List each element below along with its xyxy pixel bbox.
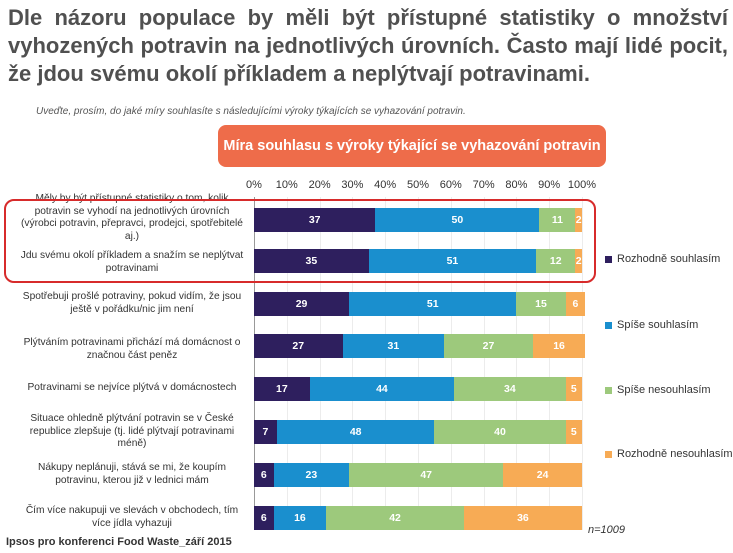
gridline	[286, 197, 288, 530]
x-tick-label: 40%	[374, 179, 397, 191]
bar-segment-spise-nesouhlasim: 27	[444, 334, 533, 358]
bar-segment-spise-nesouhlasim: 15	[516, 292, 566, 316]
survey-question: Uveďte, prosím, do jaké míry souhlasíte …	[36, 106, 466, 117]
bar-segment-rozhodne-souhlasim: 37	[254, 208, 376, 232]
stacked-bar-row: 37 50 11 2	[254, 208, 582, 232]
bar-segment-rozhodne-nesouhlasim: 5	[565, 377, 582, 401]
gridline	[582, 197, 583, 530]
bar-segment-spise-souhlasim: 44	[309, 377, 455, 401]
category-label: Nákupy neplánuji, stává se mi, že koupím…	[38, 462, 226, 486]
bar-segment-rozhodne-nesouhlasim: 16	[532, 334, 586, 358]
legend-item: Rozhodně souhlasím	[605, 253, 720, 265]
gridline	[352, 197, 354, 530]
category-label: Potravinami se nejvíce plýtvá v domácnos…	[27, 382, 237, 393]
legend-item: Rozhodně nesouhlasím	[605, 448, 733, 460]
legend-swatch	[605, 386, 612, 394]
sample-size-note: n=1009	[588, 524, 626, 536]
bar-segment-spise-souhlasim: 23	[273, 463, 350, 487]
page-headline: Dle názoru populace by měli být přístupn…	[8, 5, 728, 86]
x-tick-label: 100%	[567, 179, 597, 191]
chart-title-banner: Míra souhlasu s výroky týkající se vyhaz…	[218, 125, 606, 167]
stacked-bar-row: 17 44 34 5	[254, 377, 582, 401]
gridline	[483, 197, 485, 530]
gridline	[549, 197, 551, 530]
x-tick-label: 0%	[246, 179, 262, 191]
stacked-bar-row: 27 31 27 16	[254, 334, 586, 358]
gridline	[418, 197, 419, 530]
legend-swatch	[605, 255, 612, 263]
bar-segment-spise-souhlasim: 16	[273, 506, 327, 530]
y-axis-line	[254, 197, 255, 530]
stacked-bar-row: 35 51 12 2	[254, 249, 582, 273]
x-tick-label: 30%	[341, 179, 364, 191]
category-label: Jdu svému okolí příkladem a snažím se ne…	[20, 250, 244, 274]
bar-segment-spise-nesouhlasim: 40	[434, 420, 566, 444]
bar-segment-spise-nesouhlasim: 11	[539, 208, 576, 232]
legend-label: Spíše souhlasím	[617, 319, 699, 331]
category-label: Situace ohledně plýtvání potravin se v Č…	[29, 413, 235, 449]
legend-label: Rozhodně souhlasím	[617, 253, 721, 265]
x-tick-label: 50%	[406, 179, 430, 191]
highlight-box	[4, 199, 596, 283]
bar-segment-rozhodne-souhlasim: 35	[254, 249, 369, 273]
bar-segment-spise-souhlasim: 51	[349, 292, 517, 316]
x-tick-label: 90%	[538, 179, 561, 191]
stacked-bar-row: 7 48 40 5	[254, 420, 582, 444]
legend-item: Spíše souhlasím	[605, 319, 698, 331]
legend-item: Spíše nesouhlasím	[605, 384, 711, 396]
stacked-bar-row: 6 23 47 24	[254, 463, 582, 487]
bar-segment-rozhodne-souhlasim: 6	[254, 506, 274, 530]
bar-segment-rozhodne-souhlasim: 17	[254, 377, 310, 401]
bar-segment-rozhodne-nesouhlasim: 36	[463, 506, 582, 530]
legend-label: Spíše nesouhlasím	[617, 384, 711, 396]
bar-segment-spise-souhlasim: 31	[342, 334, 445, 358]
gridline	[516, 197, 518, 530]
stacked-bar-row: 29 51 15 6	[254, 292, 586, 316]
stacked-bar-row: 6 16 42 36	[254, 506, 582, 530]
legend-swatch	[605, 450, 612, 458]
bar-segment-spise-souhlasim: 48	[276, 420, 435, 444]
bar-segment-rozhodne-nesouhlasim: 5	[565, 420, 582, 444]
bar-segment-spise-souhlasim: 51	[368, 249, 537, 273]
x-tick-label: 20%	[308, 179, 331, 191]
bar-segment-spise-nesouhlasim: 34	[454, 377, 566, 401]
bar-segment-rozhodne-nesouhlasim: 24	[503, 463, 582, 487]
category-label: Čím více nakupuji ve slevách v obchodech…	[25, 505, 239, 529]
bar-segment-rozhodne-nesouhlasim: 2	[575, 249, 582, 273]
bar-segment-rozhodne-souhlasim: 29	[254, 292, 350, 316]
category-label: Plýtváním potravinami přichází má domácn…	[23, 337, 241, 361]
gridline	[385, 197, 387, 530]
category-label: Měly by být přístupné statistiky o tom, …	[21, 193, 243, 242]
x-tick-label: 10%	[275, 179, 298, 191]
bar-segment-spise-souhlasim: 50	[375, 208, 540, 232]
x-tick-label: 60%	[439, 179, 462, 191]
bar-segment-spise-nesouhlasim: 12	[536, 249, 576, 273]
bar-segment-rozhodne-souhlasim: 27	[254, 334, 343, 358]
category-label: Spotřebuji prošlé potraviny, pokud vidím…	[22, 291, 242, 315]
bar-segment-rozhodne-souhlasim: 7	[254, 420, 277, 444]
legend-label: Rozhodně nesouhlasím	[617, 448, 733, 460]
x-tick-label: 70%	[472, 179, 495, 191]
bar-segment-rozhodne-nesouhlasim: 2	[575, 208, 582, 232]
bar-segment-spise-nesouhlasim: 47	[349, 463, 504, 487]
gridline	[319, 197, 321, 530]
x-tick-label: 80%	[505, 179, 528, 191]
source-note: Ipsos pro konferenci Food Waste_září 201…	[6, 536, 232, 548]
legend-swatch	[605, 321, 612, 329]
bar-segment-spise-nesouhlasim: 42	[326, 506, 464, 530]
gridline	[450, 197, 452, 530]
bar-segment-rozhodne-nesouhlasim: 6	[565, 292, 586, 316]
bar-segment-rozhodne-souhlasim: 6	[254, 463, 274, 487]
